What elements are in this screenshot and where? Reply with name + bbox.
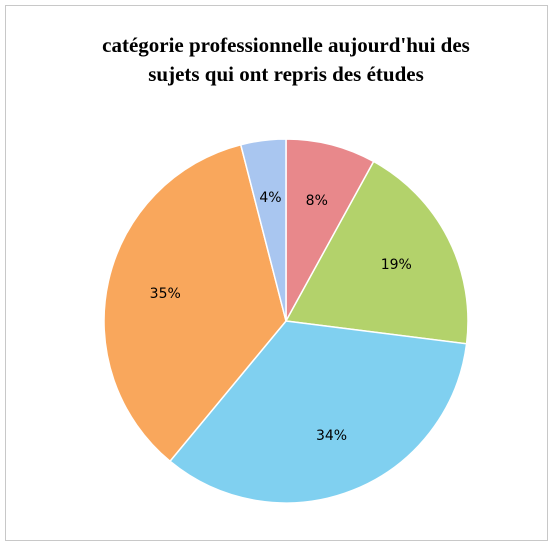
data-label: 35% [150, 286, 181, 302]
data-label: 4% [259, 190, 281, 206]
pie-slice [239, 138, 287, 322]
data-label: 34% [316, 428, 347, 444]
data-label: 19% [381, 257, 412, 273]
pie-slice [103, 143, 287, 463]
pie-slice [284, 160, 469, 345]
pie-slice [168, 320, 468, 504]
data-label: 8% [306, 193, 328, 209]
chart-title: catégorie professionnelle aujourd'hui de… [102, 33, 470, 57]
pie-slice [285, 138, 375, 322]
chart-title: sujets qui ont repris des études [148, 62, 424, 86]
